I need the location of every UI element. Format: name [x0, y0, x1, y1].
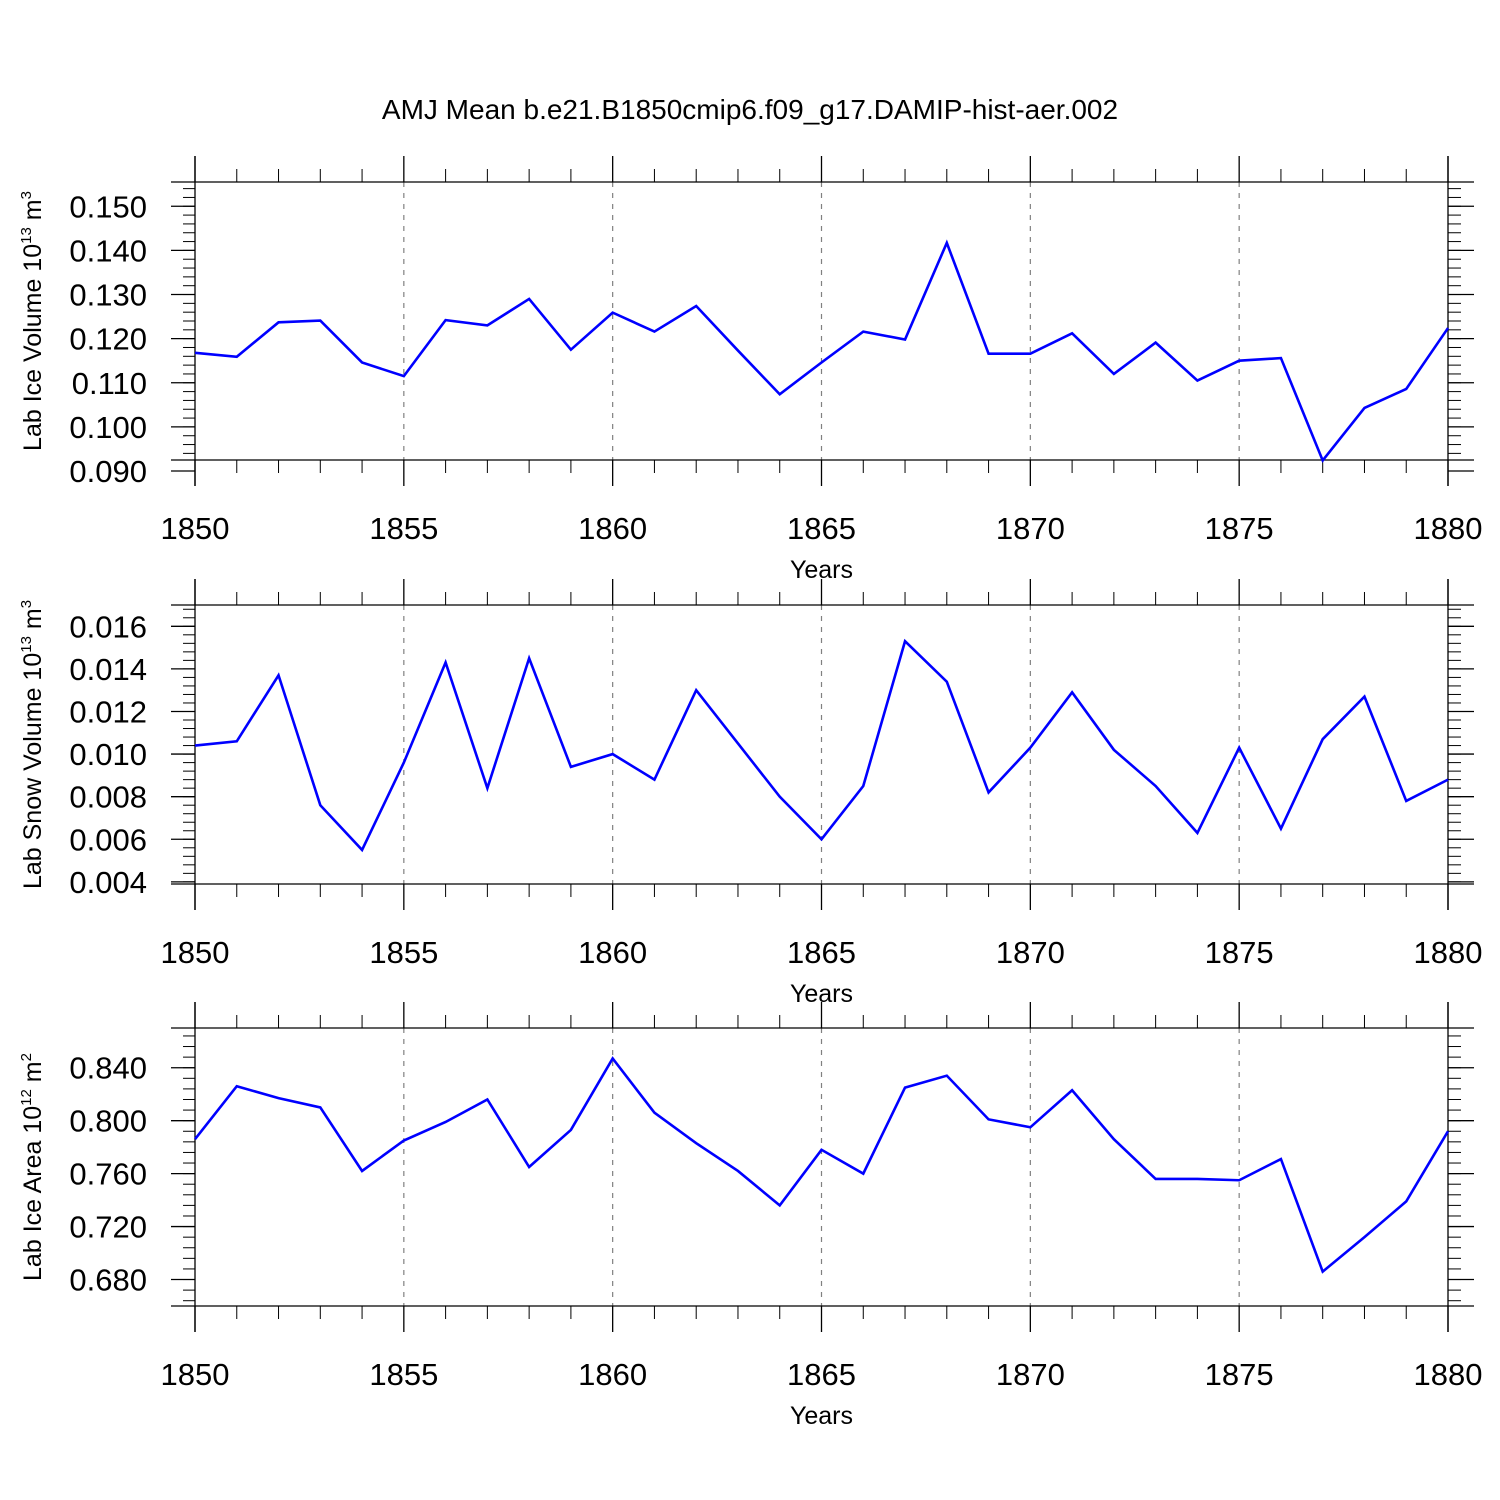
- y-axis-label: Lab Snow Volume 1013 m3: [18, 600, 47, 889]
- y-tick-label: 0.720: [69, 1210, 147, 1245]
- y-tick-label: 0.150: [69, 189, 147, 224]
- x-tick-label: 1865: [787, 1357, 856, 1392]
- y-tick-label: 0.800: [69, 1104, 147, 1139]
- figure-title: AMJ Mean b.e21.B1850cmip6.f09_g17.DAMIP-…: [382, 94, 1118, 125]
- x-tick-label: 1875: [1205, 511, 1274, 546]
- y-axis-label-sup2: 3: [18, 191, 35, 199]
- y-axis-label-sup1: 12: [18, 1089, 35, 1106]
- y-tick-label: 0.140: [69, 233, 147, 268]
- series-line: [193, 1056, 1450, 1274]
- y-axis-label-sup1: 13: [18, 227, 35, 244]
- series-line: [194, 638, 1449, 853]
- y-axis-label-text: Lab Snow Volume 10: [19, 653, 47, 889]
- x-tick-label: 1870: [996, 511, 1065, 546]
- x-tick-label: 1865: [787, 935, 856, 970]
- y-tick-label: 0.090: [69, 454, 147, 489]
- series-line: [194, 239, 1450, 463]
- x-tick-label: 1860: [578, 511, 647, 546]
- y-axis-label-sup2: 3: [18, 600, 35, 608]
- y-tick-label: 0.130: [69, 278, 147, 313]
- y-tick-label: 0.006: [69, 822, 147, 857]
- y-tick-label: 0.014: [69, 652, 147, 687]
- y-tick-label: 0.680: [69, 1263, 147, 1298]
- y-axis-label: Lab Ice Area 1012 m2: [18, 1053, 47, 1281]
- y-axis-label-sup1: 13: [18, 636, 35, 653]
- y-tick-label: 0.008: [69, 780, 147, 815]
- panel-2: 0.004 0.006 0.008 0.010 0.012 0.014 0.016 1850 1…: [18, 579, 1482, 1008]
- y-axis-label-mid: m: [19, 199, 47, 227]
- x-tick-label: 1880: [1414, 935, 1483, 970]
- panel-3: 0.680 0.720 0.760 0.800 0.840 1850 1855 1860 186…: [18, 1002, 1482, 1430]
- x-tick-label: 1870: [996, 1357, 1065, 1392]
- x-tick-label: 1860: [578, 935, 647, 970]
- panel-1: 0.090 0.100 0.110 0.120 0.130 0.140 0.150 1850 1…: [18, 156, 1482, 584]
- x-tick-label: 1875: [1205, 935, 1274, 970]
- x-tick-label: 1880: [1414, 1357, 1483, 1392]
- y-axis-label-text: Lab Ice Volume 10: [19, 244, 47, 451]
- y-tick-label: 0.016: [69, 609, 147, 644]
- x-tick-label: 1860: [578, 1357, 647, 1392]
- y-axis-label-mid: m: [19, 1061, 47, 1089]
- x-tick-label: 1875: [1205, 1357, 1274, 1392]
- x-tick-label: 1850: [161, 511, 230, 546]
- x-tick-label: 1870: [996, 935, 1065, 970]
- x-tick-label: 1865: [787, 511, 856, 546]
- y-tick-label: 0.110: [72, 366, 147, 401]
- x-tick-label: 1855: [369, 511, 438, 546]
- x-tick-label: 1855: [369, 1357, 438, 1392]
- x-tick-label: 1880: [1414, 511, 1483, 546]
- y-tick-label: 0.120: [69, 322, 147, 357]
- y-tick-label: 0.010: [69, 737, 147, 772]
- x-tick-label: 1850: [161, 935, 230, 970]
- y-tick-label: 0.004: [69, 865, 147, 900]
- x-axis-label: Years: [790, 1402, 853, 1430]
- y-axis-label-text: Lab Ice Area 10: [19, 1106, 47, 1281]
- y-axis-label-mid: m: [19, 608, 47, 636]
- y-tick-label: 0.760: [69, 1157, 147, 1192]
- x-tick-label: 1855: [369, 935, 438, 970]
- y-tick-label: 0.012: [69, 694, 147, 729]
- y-axis-label: Lab Ice Volume 1013 m3: [18, 191, 47, 451]
- y-tick-label: 0.840: [69, 1051, 147, 1086]
- y-tick-label: 0.100: [69, 410, 147, 445]
- y-axis-label-sup2: 2: [18, 1053, 35, 1061]
- x-tick-label: 1850: [161, 1357, 230, 1392]
